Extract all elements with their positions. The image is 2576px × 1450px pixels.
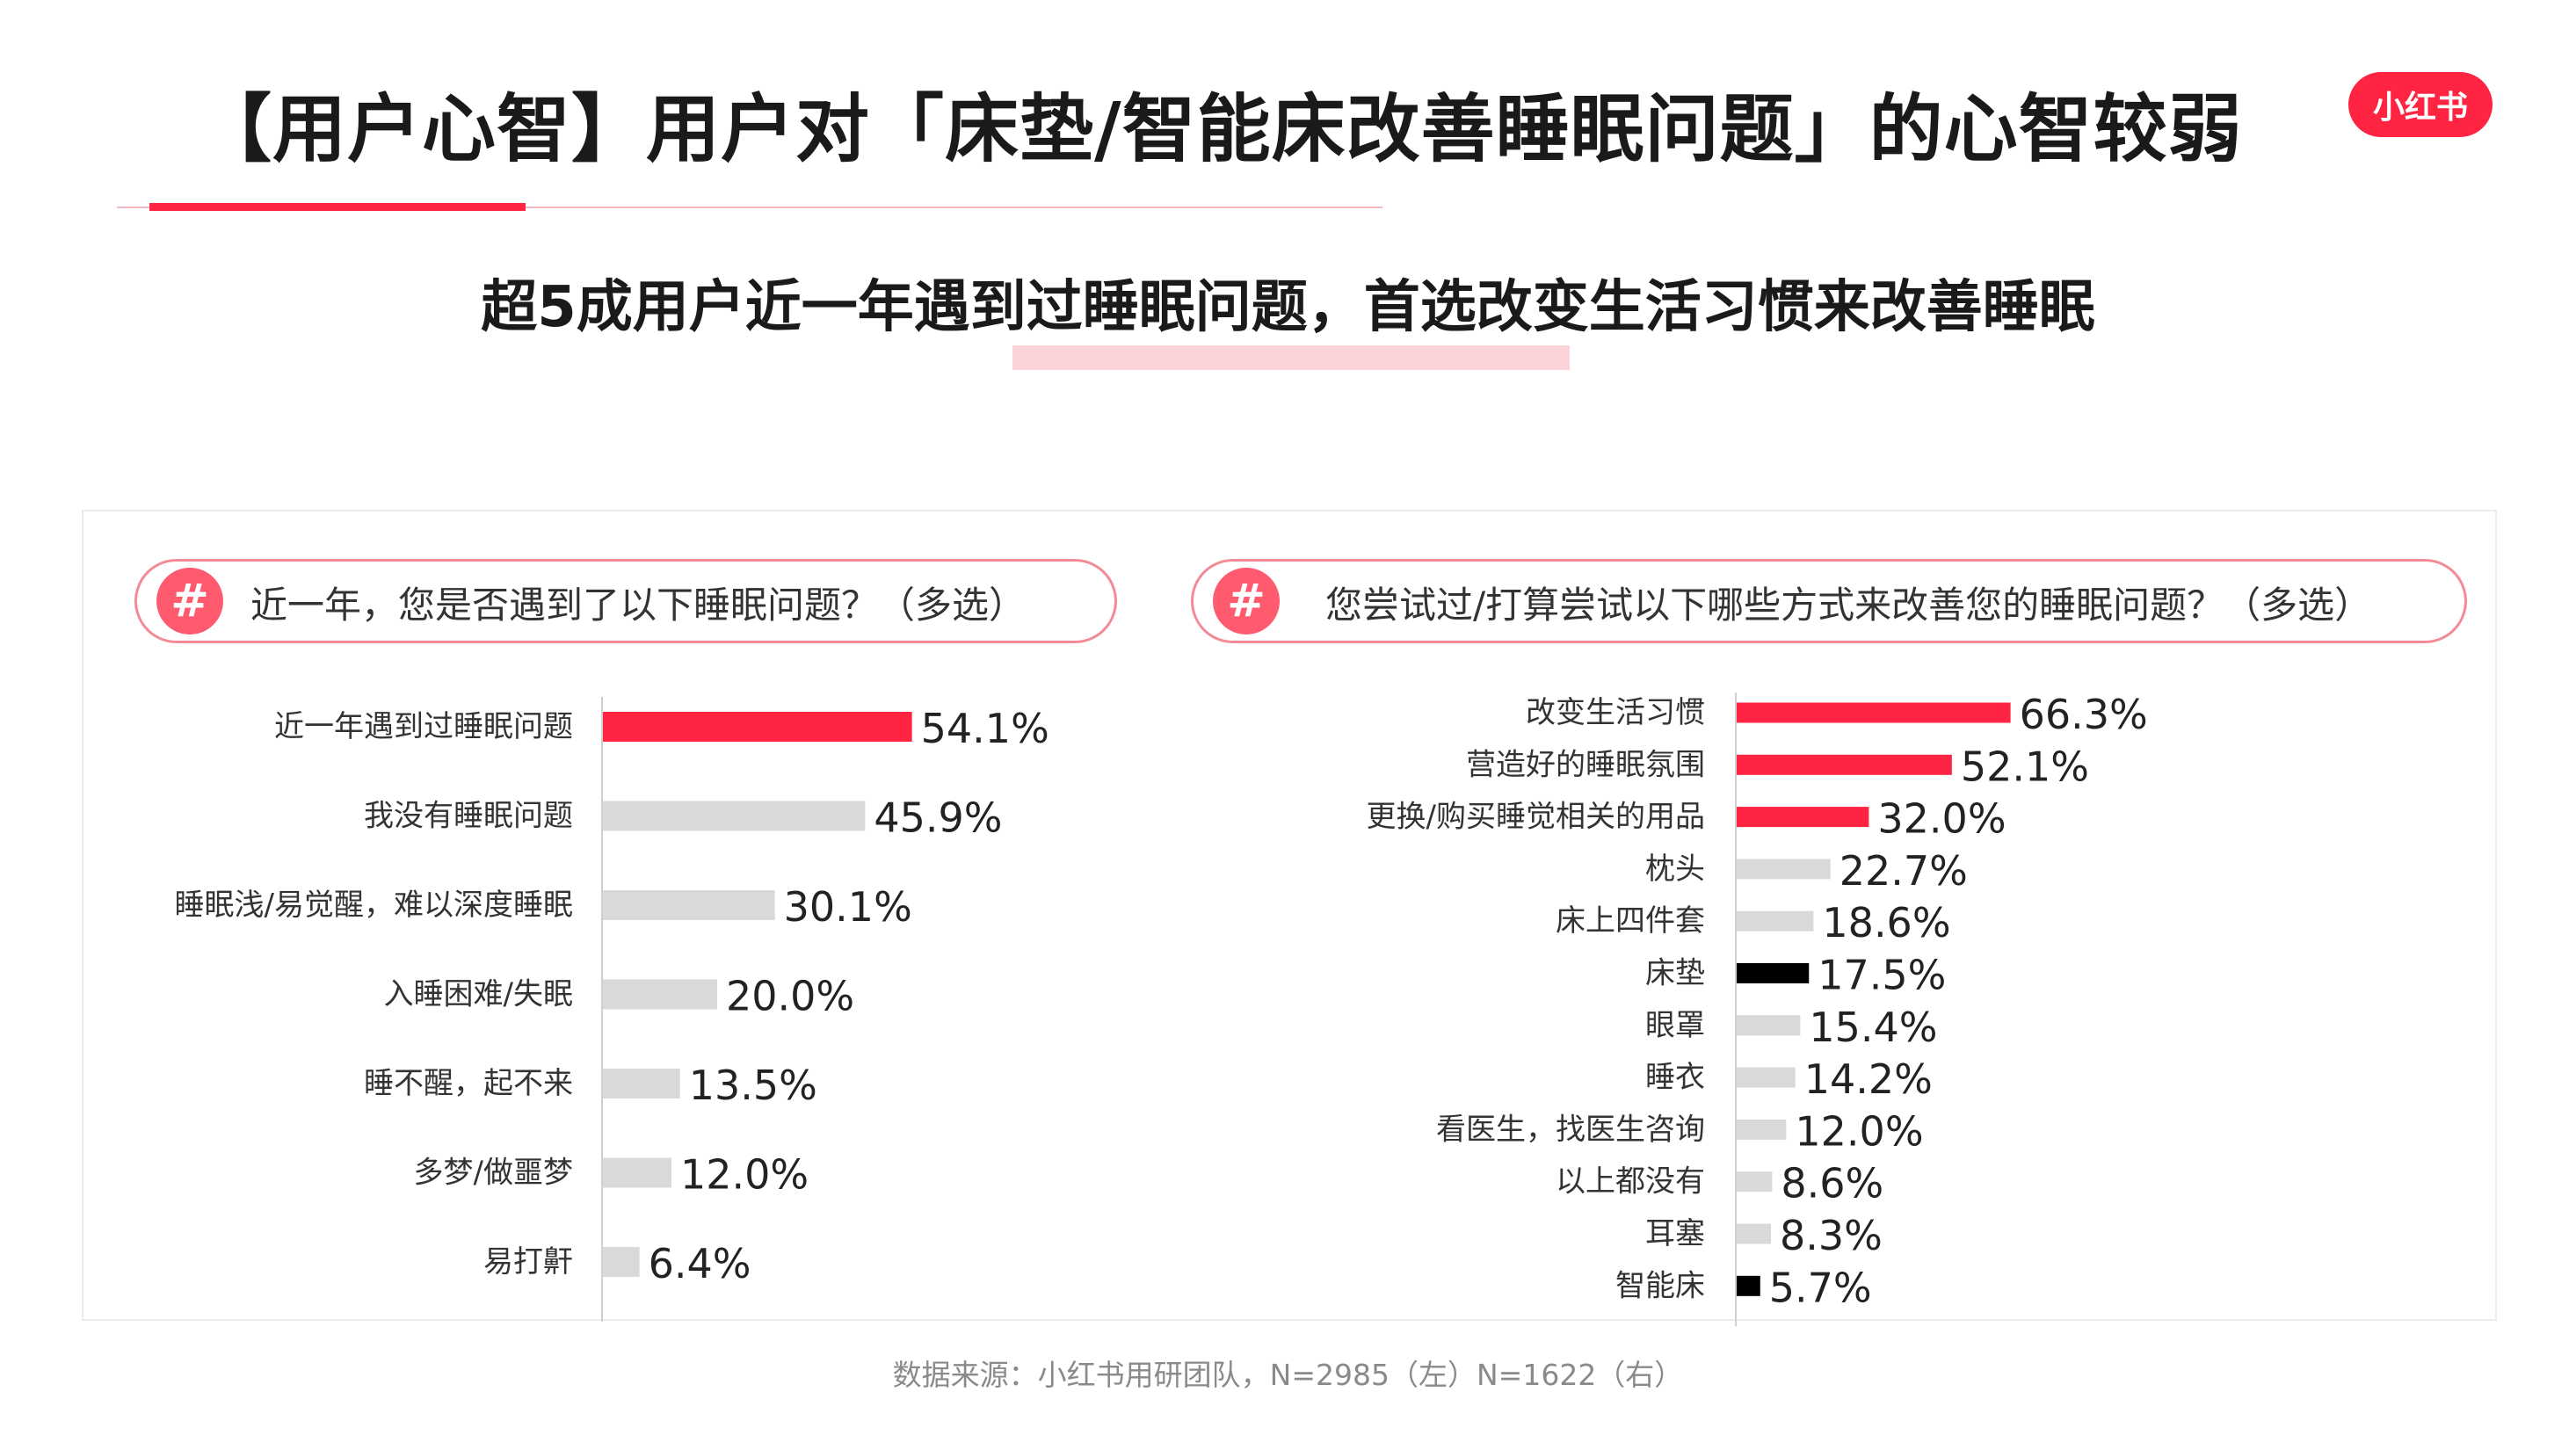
data-label: 66.3% bbox=[2020, 691, 2148, 738]
bar bbox=[1737, 910, 1814, 932]
chart-panel bbox=[82, 510, 2497, 1321]
category-label: 智能床 bbox=[1615, 1268, 1705, 1303]
hashtag-icon: # bbox=[1213, 568, 1280, 634]
title-divider bbox=[117, 207, 1382, 208]
category-label: 耳塞 bbox=[1645, 1216, 1705, 1251]
left-question-text: 近一年，您是否遇到了以下睡眠问题？（多选） bbox=[250, 584, 1027, 627]
data-label: 8.6% bbox=[1781, 1160, 1883, 1207]
bar bbox=[1737, 1171, 1773, 1193]
bar bbox=[603, 712, 912, 742]
data-label: 6.4% bbox=[649, 1240, 751, 1287]
bar bbox=[1737, 1275, 1760, 1296]
bar bbox=[1737, 754, 1952, 775]
left-question-pill bbox=[134, 559, 1117, 643]
data-label: 12.0% bbox=[680, 1151, 809, 1199]
category-label: 看医生，找医生咨询 bbox=[1436, 1112, 1705, 1147]
page-subtitle: 超5成用户近一年遇到过睡眠问题，首选改变生活习惯来改善睡眠 bbox=[481, 275, 2095, 340]
category-label: 易打鼾 bbox=[483, 1244, 573, 1280]
title-divider-accent bbox=[149, 203, 526, 211]
subtitle-highlight bbox=[1012, 345, 1570, 370]
data-label: 52.1% bbox=[1961, 743, 2089, 790]
category-label: 睡衣 bbox=[1645, 1060, 1705, 1095]
category-label: 枕头 bbox=[1645, 852, 1705, 887]
category-label: 我没有睡眠问题 bbox=[364, 799, 573, 834]
bar bbox=[603, 1157, 671, 1188]
data-label: 13.5% bbox=[689, 1062, 817, 1109]
category-label: 营造好的睡眠氛围 bbox=[1466, 747, 1705, 782]
data-label: 54.1% bbox=[921, 705, 1049, 752]
bar bbox=[1737, 702, 2011, 723]
data-label: 32.0% bbox=[1877, 795, 2006, 843]
category-label: 近一年遇到过睡眠问题 bbox=[274, 709, 573, 744]
category-label: 睡眠浅/易觉醒，难以深度睡眠 bbox=[175, 888, 573, 923]
data-label: 12.0% bbox=[1795, 1107, 1923, 1155]
left-bar-chart: 近一年遇到过睡眠问题 54.1% 我没有睡眠问题 45.9% 睡眠浅/易觉醒，难以深度睡… bbox=[175, 697, 1049, 1322]
bar bbox=[1737, 1119, 1787, 1140]
bar bbox=[603, 1069, 680, 1098]
category-label: 睡不醒，起不来 bbox=[364, 1066, 573, 1101]
right-bar-chart: 改变生活习惯 66.3% 营造好的睡眠氛围 52.1% 更换/购买睡觉相关的用品 32.0… bbox=[1367, 691, 2148, 1327]
data-label: 8.3% bbox=[1780, 1212, 1883, 1259]
category-label: 眼罩 bbox=[1645, 1008, 1705, 1043]
right-question-text: 您尝试过/打算尝试以下哪些方式来改善您的睡眠问题？（多选） bbox=[1325, 584, 2372, 627]
bar bbox=[1737, 807, 1869, 828]
bar bbox=[1737, 1223, 1772, 1244]
category-label: 床上四件套 bbox=[1556, 903, 1705, 939]
bar bbox=[1737, 859, 1831, 880]
data-label: 20.0% bbox=[726, 973, 854, 1020]
category-label: 多梦/做噩梦 bbox=[414, 1156, 573, 1191]
data-label: 22.7% bbox=[1839, 847, 1968, 895]
bar bbox=[603, 801, 866, 831]
category-label: 更换/购买睡觉相关的用品 bbox=[1367, 800, 1705, 835]
brand-logo: 小红书 bbox=[2348, 72, 2493, 137]
right-question-pill bbox=[1191, 559, 2467, 643]
category-label: 床垫 bbox=[1645, 956, 1705, 991]
data-label: 30.1% bbox=[784, 883, 912, 931]
data-label: 14.2% bbox=[1804, 1055, 1933, 1103]
data-source-note: 数据来源：小红书用研团队，N=2985（左）N=1622（右） bbox=[892, 1358, 1684, 1392]
category-label: 改变生活习惯 bbox=[1526, 695, 1705, 730]
bar bbox=[603, 979, 717, 1010]
bar bbox=[603, 1247, 640, 1277]
bar bbox=[1737, 1067, 1796, 1088]
data-label: 18.6% bbox=[1822, 899, 1950, 946]
category-label: 入睡困难/失眠 bbox=[384, 977, 573, 1012]
hashtag-icon: # bbox=[156, 568, 223, 634]
category-label: 以上都没有 bbox=[1556, 1164, 1705, 1200]
data-label: 5.7% bbox=[1769, 1264, 1872, 1311]
bar bbox=[1737, 963, 1810, 983]
data-label: 45.9% bbox=[874, 794, 1002, 842]
bar bbox=[603, 890, 775, 920]
page-title: 【用户心智】用户对「床垫/智能床改善睡眠问题」的心智较弱 bbox=[198, 86, 2243, 172]
bar bbox=[1737, 1015, 1801, 1036]
data-label: 17.5% bbox=[1818, 952, 1946, 999]
data-label: 15.4% bbox=[1809, 1004, 1937, 1051]
